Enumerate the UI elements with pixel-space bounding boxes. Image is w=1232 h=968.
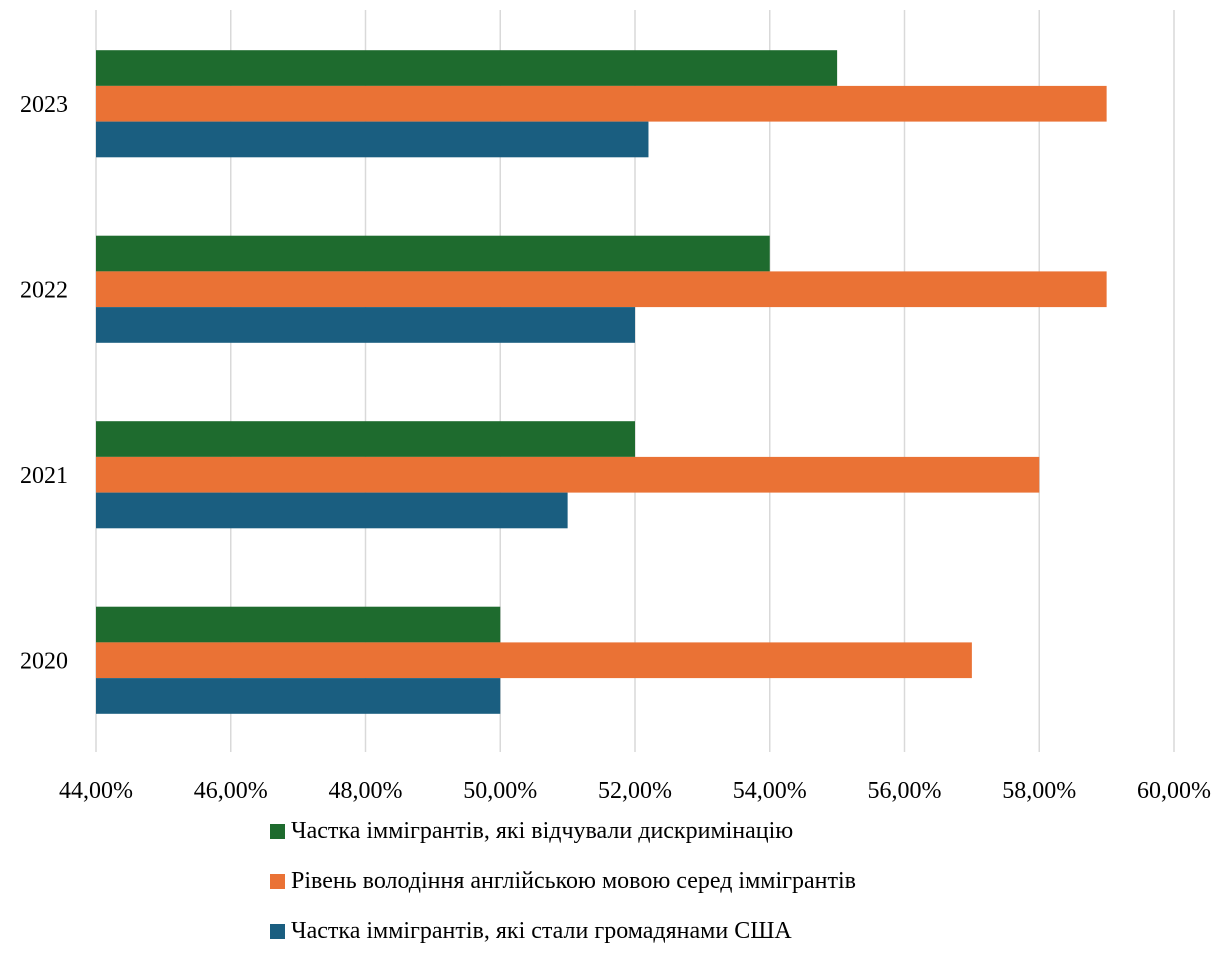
- bar-2020-series-0: [96, 606, 501, 643]
- bar-2022-series-1: [96, 271, 1107, 308]
- legend-label-citizens: Частка іммігрантів, які стали громадянам…: [291, 917, 792, 944]
- legend-label-discrimination: Частка іммігрантів, які відчували дискри…: [291, 817, 794, 844]
- x-tick-label: 58,00%: [1002, 778, 1076, 804]
- legend-swatch-english: [270, 873, 285, 889]
- x-axis-labels: 44,00% 46,00% 48,00% 50,00% 52,00% 54,00% 56,0…: [59, 778, 1211, 804]
- x-tick-label: 46,00%: [194, 778, 268, 804]
- x-tick-label: 54,00%: [733, 778, 807, 804]
- y-tick-label-2020: 2020: [20, 648, 68, 674]
- bar-2022-series-0: [96, 235, 770, 272]
- bar-2023-series-2: [96, 121, 649, 158]
- x-tick-label: 52,00%: [598, 778, 672, 804]
- bar-2023-series-1: [96, 85, 1107, 122]
- legend-item-english: Рівень володіння англійською мовою серед…: [270, 868, 856, 894]
- legend-item-discrimination: Частка іммігрантів, які відчували дискри…: [270, 818, 856, 844]
- bar-2021-series-0: [96, 421, 635, 457]
- bar-2023-series-0: [96, 50, 838, 86]
- legend: Частка іммігрантів, які відчували дискри…: [270, 818, 856, 968]
- y-tick-label-2023: 2023: [20, 92, 68, 118]
- y-tick-label-2021: 2021: [20, 463, 68, 489]
- x-tick-label: 48,00%: [329, 778, 403, 804]
- bar-2022-series-2: [96, 307, 635, 343]
- x-tick-label: 60,00%: [1137, 778, 1211, 804]
- legend-label-english: Рівень володіння англійською мовою серед…: [291, 867, 856, 894]
- x-tick-label: 44,00%: [59, 778, 133, 804]
- x-tick-label: 56,00%: [868, 778, 942, 804]
- bar-2021-series-2: [96, 492, 568, 529]
- bar-2021-series-1: [96, 456, 1040, 493]
- bar-2020-series-1: [96, 642, 972, 679]
- legend-swatch-citizens: [270, 923, 285, 939]
- y-axis-labels: 2020 2021 2022 2023: [20, 92, 68, 675]
- y-tick-label-2022: 2022: [20, 277, 68, 303]
- bar-2020-series-2: [96, 678, 501, 714]
- legend-swatch-discrimination: [270, 823, 285, 839]
- legend-item-citizens: Частка іммігрантів, які стали громадянам…: [270, 918, 856, 944]
- x-tick-label: 50,00%: [463, 778, 537, 804]
- bars: [96, 50, 1107, 714]
